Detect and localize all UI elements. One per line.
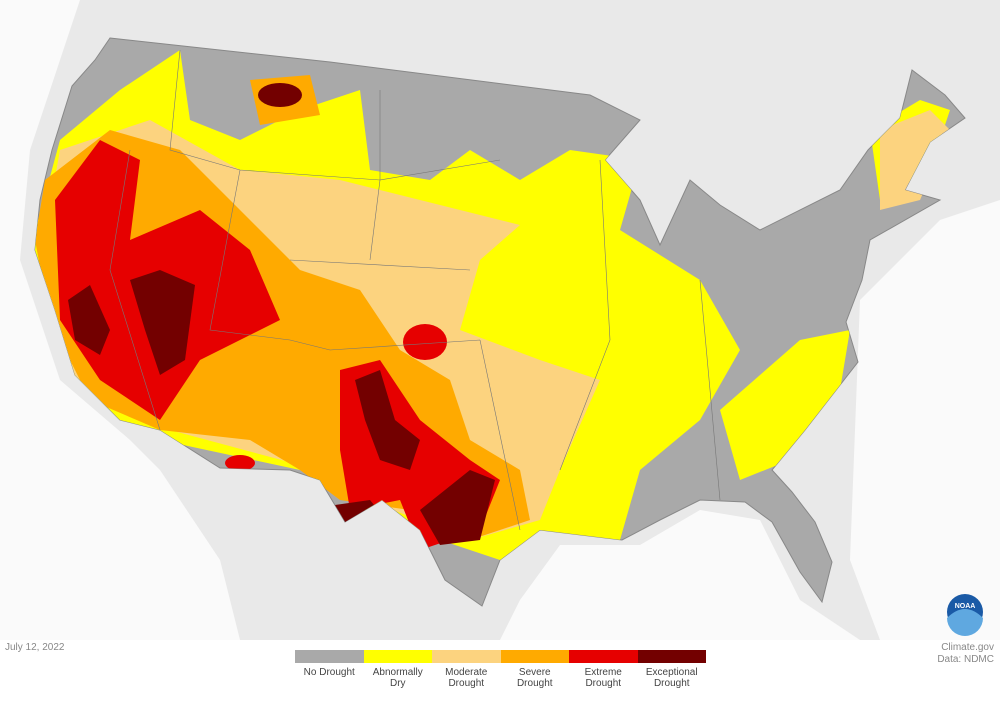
legend-label: Moderate Drought [445, 667, 488, 689]
credits: Climate.gov Data: NDMC [937, 642, 994, 666]
legend-label: Extreme Drought [584, 667, 622, 689]
legend-swatch [295, 650, 364, 663]
logo-text: NOAA [955, 603, 976, 610]
exceptional-drought [68, 285, 110, 355]
exceptional-drought [130, 270, 195, 375]
moderate-drought [880, 110, 950, 210]
exceptional-drought [420, 470, 495, 545]
legend-swatch [432, 650, 501, 663]
state-border [109, 49, 721, 531]
legend-swatch [500, 650, 569, 663]
abnormally-dry [720, 330, 850, 480]
map: NOAA [0, 0, 1000, 640]
noaa-logo: NOAA [947, 594, 983, 636]
legend-label: Exceptional Drought [645, 667, 698, 689]
pacific-ocean [0, 0, 240, 640]
legend-swatch [569, 650, 638, 663]
legend-label: Abnormally Dry [372, 667, 423, 689]
extreme-drought [403, 324, 447, 360]
credit-line: Climate.gov [941, 642, 994, 653]
exceptional-drought [258, 83, 302, 107]
legend-swatch [637, 650, 706, 663]
gulf [500, 510, 860, 640]
date: July 12, 2022 [5, 642, 65, 653]
exceptional-drought [355, 370, 420, 470]
extreme-drought [225, 455, 255, 471]
legend-label: No Drought [303, 667, 355, 678]
legend-swatch [363, 650, 432, 663]
legend-label: Severe Drought [516, 667, 553, 689]
logo-wave [947, 609, 983, 636]
atlantic-ocean [850, 200, 1000, 640]
state-borders [109, 49, 721, 531]
credit-line: Data: NDMC [937, 654, 994, 665]
legend: No Drought Abnormally Dry Moderate Drought… [295, 650, 706, 700]
